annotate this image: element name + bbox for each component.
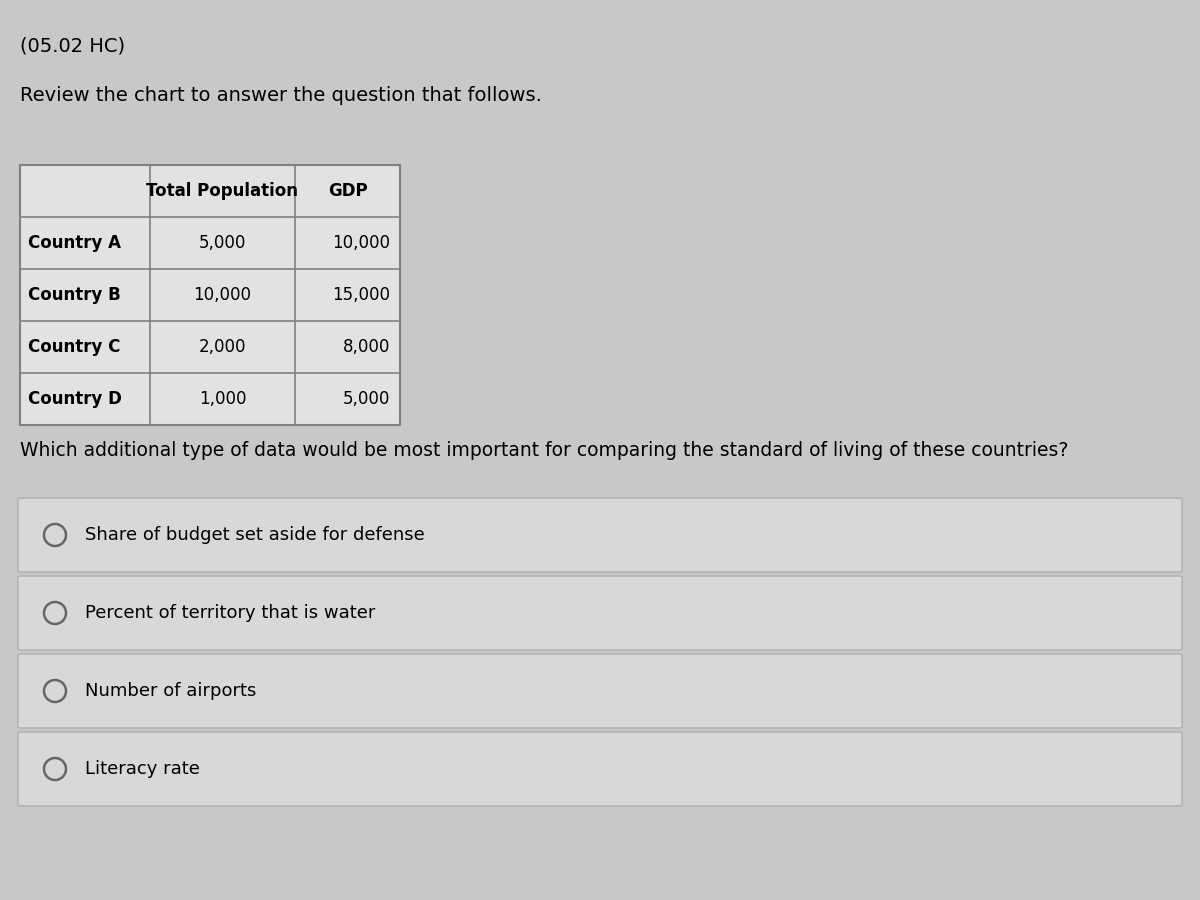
Text: Share of budget set aside for defense: Share of budget set aside for defense xyxy=(85,526,425,544)
Text: Number of airports: Number of airports xyxy=(85,682,257,700)
Text: 1,000: 1,000 xyxy=(199,390,246,408)
Text: GDP: GDP xyxy=(328,182,367,200)
Text: Country C: Country C xyxy=(28,338,120,356)
Text: 10,000: 10,000 xyxy=(332,234,390,252)
Text: (05.02 HC): (05.02 HC) xyxy=(20,36,125,55)
FancyBboxPatch shape xyxy=(18,576,1182,650)
FancyBboxPatch shape xyxy=(18,654,1182,728)
FancyBboxPatch shape xyxy=(18,498,1182,572)
Text: Country D: Country D xyxy=(28,390,122,408)
FancyBboxPatch shape xyxy=(20,165,400,425)
Text: Total Population: Total Population xyxy=(146,182,299,200)
Text: Country B: Country B xyxy=(28,286,121,304)
Text: Country A: Country A xyxy=(28,234,121,252)
Text: 5,000: 5,000 xyxy=(199,234,246,252)
Text: Review the chart to answer the question that follows.: Review the chart to answer the question … xyxy=(20,86,542,105)
Text: 2,000: 2,000 xyxy=(199,338,246,356)
FancyBboxPatch shape xyxy=(18,732,1182,806)
Text: 10,000: 10,000 xyxy=(193,286,252,304)
Text: Percent of territory that is water: Percent of territory that is water xyxy=(85,604,376,622)
Text: 8,000: 8,000 xyxy=(343,338,390,356)
Text: 5,000: 5,000 xyxy=(343,390,390,408)
Text: Which additional type of data would be most important for comparing the standard: Which additional type of data would be m… xyxy=(20,441,1068,460)
Text: Literacy rate: Literacy rate xyxy=(85,760,200,778)
Text: 15,000: 15,000 xyxy=(332,286,390,304)
